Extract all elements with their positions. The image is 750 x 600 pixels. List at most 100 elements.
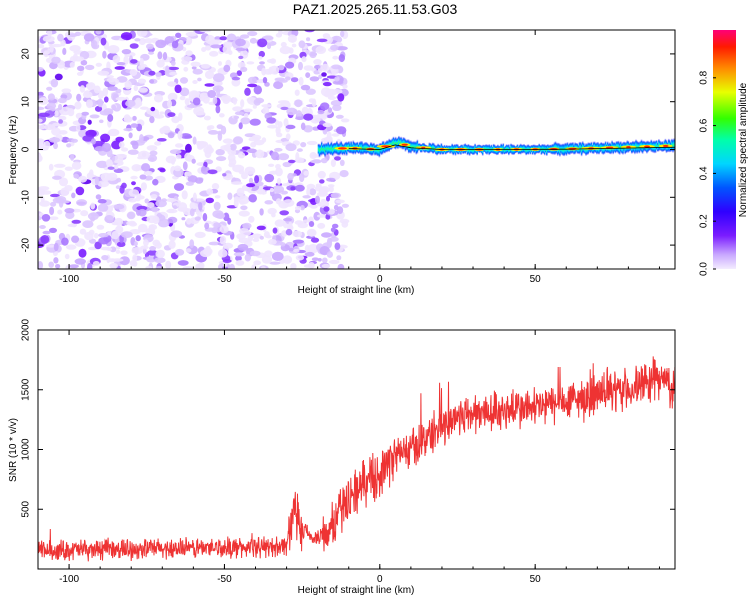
noise-blob: [107, 166, 115, 170]
noise-blob: [287, 34, 297, 43]
noise-blob: [253, 85, 262, 95]
noise-blob: [310, 159, 322, 164]
noise-blob: [316, 214, 327, 218]
noise-blob: [67, 223, 77, 228]
noise-blob: [127, 149, 139, 155]
noise-blob: [258, 50, 265, 58]
signal-band-slice: [654, 140, 657, 154]
noise-blob: [51, 127, 61, 136]
noise-blob: [296, 148, 303, 152]
noise-blob: [249, 118, 261, 126]
noise-blob: [216, 87, 221, 96]
colorbar-tick-label: 0.0: [699, 262, 710, 276]
noise-blob: [173, 183, 185, 191]
heatmap-y-ticks: -20 -10 0 10 20: [21, 48, 675, 252]
y-tick-label: 20: [21, 48, 32, 60]
noise-blob: [192, 80, 198, 84]
signal-band-slice: [620, 141, 622, 153]
noise-blob: [138, 208, 147, 217]
noise-blob: [150, 106, 156, 112]
page-title: PAZ1.2025.265.11.53.G03: [292, 1, 458, 17]
noise-blob: [168, 240, 176, 249]
noise-blob: [167, 99, 172, 108]
noise-blob: [95, 194, 102, 200]
noise-blob: [331, 133, 340, 137]
noise-blob: [121, 49, 132, 55]
signal-band-slice: [323, 142, 325, 156]
signal-band-slice: [396, 138, 398, 149]
noise-blob: [207, 130, 219, 135]
noise-blob: [197, 143, 204, 150]
x-tick-label: -50: [217, 574, 232, 585]
noise-blob: [146, 43, 154, 50]
noise-blob: [82, 135, 95, 142]
signal-band-slice: [658, 138, 660, 152]
x-tick-label: 0: [377, 574, 383, 585]
signal-band-slice: [399, 137, 401, 149]
noise-blob: [38, 44, 45, 49]
noise-blob: [154, 141, 162, 146]
signal-band-slice: [637, 141, 639, 153]
noise-blob: [82, 91, 93, 99]
noise-blob: [276, 177, 282, 185]
noise-blob: [94, 105, 103, 112]
noise-blob: [292, 230, 303, 238]
noise-blob: [285, 143, 297, 152]
noise-blob: [253, 98, 261, 106]
noise-blob: [75, 124, 81, 132]
signal-band-slice: [541, 143, 544, 154]
noise-blob: [308, 262, 315, 269]
noise-blob: [233, 252, 245, 257]
noise-blob: [199, 30, 212, 33]
noise-blob: [290, 186, 296, 191]
noise-blob: [222, 138, 234, 144]
noise-blob: [269, 187, 274, 193]
noise-blob: [268, 239, 277, 245]
noise-blob: [237, 152, 246, 159]
noise-blob: [175, 248, 185, 256]
noise-blob: [79, 228, 87, 235]
noise-blob: [326, 251, 333, 258]
noise-blob: [204, 83, 215, 87]
signal-band-slice: [377, 144, 380, 157]
noise-blob: [295, 254, 305, 261]
noise-blob: [144, 198, 150, 204]
noise-blob: [335, 199, 345, 204]
noise-blob: [285, 228, 293, 236]
noise-blob: [111, 258, 124, 262]
noise-blob: [285, 124, 296, 130]
noise-blob: [240, 99, 245, 108]
signal-band-slice: [410, 140, 412, 154]
signal-peak: [338, 147, 347, 150]
noise-blob: [307, 244, 319, 254]
noise-blob: [101, 255, 109, 261]
noise-blob: [189, 208, 195, 217]
noise-blob: [332, 223, 339, 229]
noise-blob: [276, 132, 283, 138]
noise-blob: [123, 128, 133, 132]
noise-blob: [161, 198, 167, 202]
noise-blob: [234, 111, 245, 116]
noise-blob: [97, 203, 109, 212]
noise-blob: [326, 177, 336, 182]
signal-band-slice: [540, 144, 543, 156]
signal-band-slice: [325, 143, 327, 154]
noise-blob: [159, 111, 165, 115]
colorbar-ticks: 0.0 0.2 0.4 0.6 0.8: [699, 70, 716, 276]
noise-blob: [100, 133, 111, 143]
noise-blob: [140, 106, 149, 110]
y-tick-label: -20: [21, 237, 32, 252]
noise-blob: [155, 39, 167, 49]
noise-blob: [300, 122, 306, 131]
noise-blob: [262, 106, 270, 115]
signal-band-slice: [451, 143, 453, 155]
noise-blob: [69, 264, 79, 269]
noise-blob: [106, 77, 116, 83]
signal-band-slice: [364, 141, 366, 155]
noise-blob: [97, 180, 110, 188]
noise-blob: [332, 55, 339, 60]
noise-blob: [192, 97, 201, 106]
noise-blob: [85, 99, 93, 109]
noise-blob: [123, 116, 133, 123]
noise-blob: [148, 70, 156, 76]
